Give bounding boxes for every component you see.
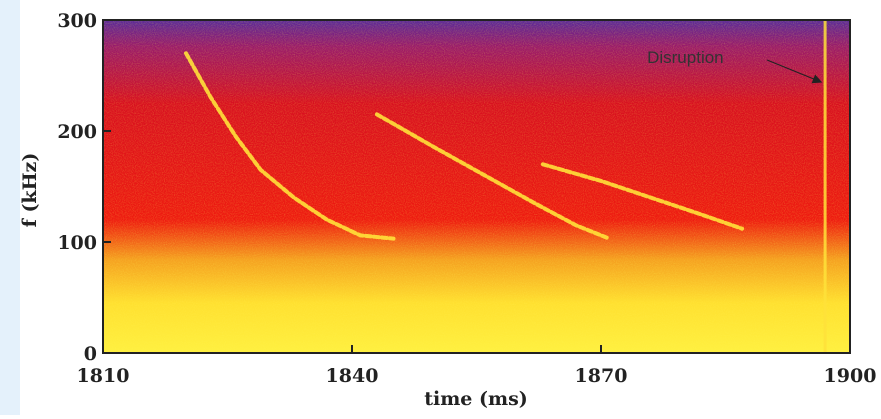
y-tick-label: 200 (57, 121, 97, 143)
x-tick-label: 1810 (77, 365, 130, 387)
annotation-arrow (766, 59, 823, 84)
y-tick-label: 0 (84, 343, 97, 365)
y-tick-label: 300 (57, 10, 97, 32)
chirp (184, 51, 396, 241)
annotation: Disruption (647, 48, 724, 67)
x-axis-label: time (ms) (424, 388, 528, 410)
side-strip (0, 0, 20, 415)
y-axis-label: f (kHz) (19, 153, 41, 228)
plot-frame (102, 19, 851, 354)
chirp (540, 162, 745, 231)
x-tick-label: 1900 (824, 365, 877, 387)
spectrogram-noise (103, 20, 850, 353)
x-tick-label: 1840 (326, 365, 379, 387)
y-tick-label: 100 (57, 232, 97, 254)
x-tick-label: 1870 (575, 365, 628, 387)
chirp (374, 112, 612, 241)
